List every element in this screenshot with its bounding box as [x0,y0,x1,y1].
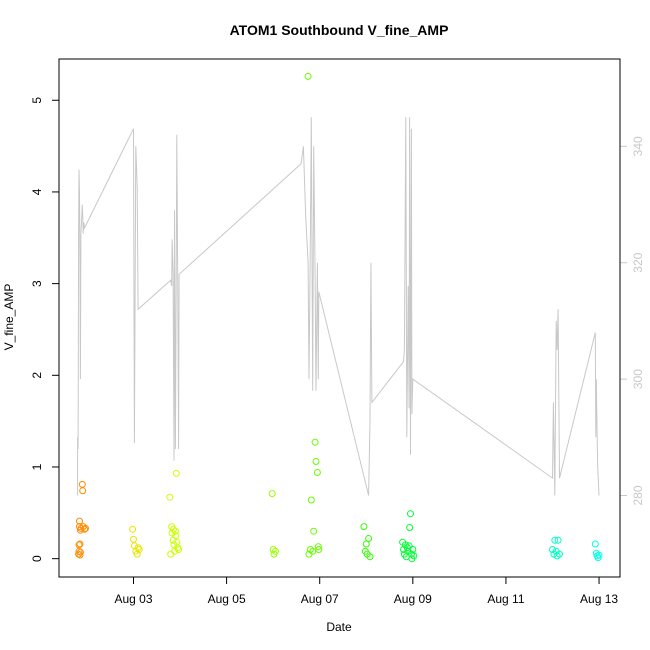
scatter-points-layer [75,72,603,563]
data-point [406,524,414,531]
data-point [549,546,556,553]
y-axis-label: V_fine_AMP [2,284,16,351]
data-point [76,551,84,559]
data-point [76,540,84,548]
data-point [135,546,143,553]
data-point [171,527,179,535]
data-point [172,469,180,477]
data-point [365,535,373,542]
data-point [77,524,85,532]
data-point [311,438,319,446]
y-tick-label-5: 5 [30,97,44,104]
y-axis: 0 1 2 3 4 5 [30,97,59,562]
y2-tick-label-0: 280 [631,485,645,505]
data-point [170,525,177,533]
data-point [175,546,183,553]
data-point [314,543,322,551]
data-point [133,550,141,558]
data-point [405,542,413,550]
data-point [313,469,321,476]
y-tick-label-3: 3 [30,280,44,287]
data-point [551,536,559,544]
data-point [315,546,323,553]
data-point [129,525,137,533]
right-axis: 280 300 320 340 [620,136,645,506]
line-series-layer [77,117,600,496]
data-point [407,510,414,518]
data-point [81,525,89,533]
data-point [595,551,603,559]
x-tick-label-2: Aug 07 [301,592,339,606]
series-line [77,117,600,496]
y-tick-label-0: 0 [30,555,44,562]
data-point [591,540,599,548]
x-axis: Aug 03 Aug 05 Aug 07 Aug 09 Aug 11 Aug 13 [114,577,618,606]
data-point [75,550,83,558]
data-point [360,523,368,531]
data-point [366,553,374,561]
data-point [166,493,174,501]
data-point [306,546,314,553]
data-point [309,547,317,555]
data-point [75,541,83,549]
y2-tick-label-3: 340 [631,136,645,156]
y-tick-label-1: 1 [30,463,44,470]
x-tick-label-5: Aug 13 [580,592,618,606]
x-axis-label: Date [326,620,352,634]
data-point [79,487,87,495]
plot-frame [58,58,621,578]
data-point [307,496,315,504]
y-tick-label-4: 4 [30,188,44,195]
x-tick-label-1: Aug 05 [208,592,246,606]
data-point [269,546,277,553]
data-point [130,535,137,543]
data-point [304,72,312,80]
data-point [272,547,279,555]
y2-tick-label-1: 300 [631,369,645,389]
x-tick-label-4: Aug 11 [487,592,524,606]
x-tick-label-0: Aug 03 [114,592,152,606]
y-tick-label-2: 2 [30,372,44,379]
data-point [76,548,84,556]
data-point [172,532,180,540]
data-point [310,527,318,535]
data-point [312,458,320,465]
data-point [554,536,562,544]
data-point [268,490,276,498]
data-point [82,524,89,532]
data-point [410,552,418,560]
data-point [409,546,417,553]
x-tick-label-3: Aug 09 [394,592,432,606]
chart-title: ATOM1 Southbound V_fine_AMP [230,22,449,38]
data-point [556,550,563,558]
y2-tick-label-2: 320 [631,252,645,272]
data-point [76,517,83,525]
data-point [400,546,407,553]
